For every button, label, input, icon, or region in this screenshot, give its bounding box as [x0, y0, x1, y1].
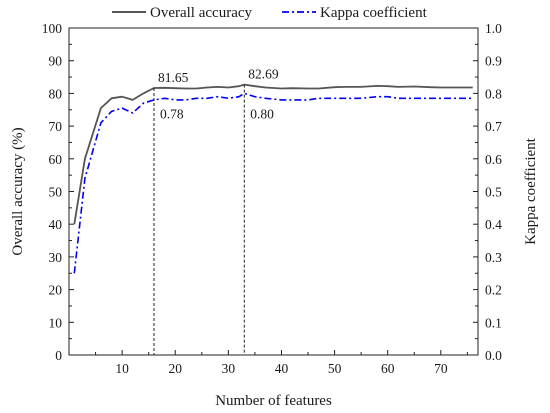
overall-accuracy-line — [73, 83, 473, 225]
left-y-tick-label: 90 — [49, 54, 63, 69]
accuracy-annotation: 81.65 — [158, 70, 189, 85]
right-y-tick-label: 1.0 — [485, 21, 502, 36]
series-layer — [73, 83, 473, 274]
left-y-tick-label: 20 — [49, 283, 63, 298]
legend-label-kappa-coefficient: Kappa coefficient — [320, 5, 428, 21]
right-y-tick-label: 0.7 — [485, 119, 502, 134]
right-y-axis-title: Kappa coefficient — [523, 137, 539, 245]
x-tick-label: 60 — [381, 361, 395, 376]
marker-layer: 81.65 0.78 82.69 0.80 — [153, 67, 279, 355]
left-y-tick-label: 50 — [49, 185, 63, 200]
x-tick-label: 30 — [222, 361, 236, 376]
left-y-tick-label: 40 — [49, 217, 63, 232]
legend-label-overall-accuracy: Overall accuracy — [150, 5, 253, 21]
right-y-tick-label: 0.8 — [485, 86, 502, 101]
x-tick-label: 10 — [115, 361, 129, 376]
right-y-tick-label: 0.0 — [485, 348, 502, 363]
right-y-tick-label: 0.1 — [485, 315, 502, 330]
legend: Overall accuracy Kappa coefficient — [112, 5, 428, 21]
x-axis-title: Number of features — [215, 393, 332, 409]
accuracy-annotation: 82.69 — [248, 67, 279, 82]
right-y-tick-label: 0.9 — [485, 54, 502, 69]
right-y-tick-label: 0.6 — [485, 152, 502, 167]
x-tick-label: 70 — [434, 361, 448, 376]
right-y-tick-label: 0.2 — [485, 283, 502, 298]
x-tick-label: 40 — [275, 361, 289, 376]
kappa-annotation: 0.78 — [160, 106, 184, 121]
kappa-annotation: 0.80 — [250, 106, 274, 121]
left-y-tick-label: 80 — [49, 86, 63, 101]
right-y-tick-label: 0.3 — [485, 250, 502, 265]
x-axis: 10 20 30 40 50 60 70 — [95, 350, 468, 376]
right-y-tick-label: 0.4 — [485, 217, 502, 232]
right-y-axis: 0.0 0.1 0.2 0.3 0.4 0.5 0.6 0.7 0.8 0.9 1.0 — [473, 21, 502, 363]
left-y-axis: 0 10 20 30 40 50 60 70 80 90 100 — [42, 21, 74, 363]
kappa-coefficient-line — [73, 92, 473, 274]
left-y-axis-title: Overall accuracy (%) — [10, 127, 26, 255]
x-tick-label: 20 — [168, 361, 182, 376]
left-y-tick-label: 0 — [55, 348, 62, 363]
left-y-tick-label: 10 — [49, 315, 63, 330]
left-y-tick-label: 100 — [42, 21, 63, 36]
left-y-tick-label: 30 — [49, 250, 63, 265]
left-y-tick-label: 70 — [49, 119, 63, 134]
x-tick-label: 50 — [328, 361, 342, 376]
left-y-tick-label: 60 — [49, 152, 63, 167]
right-y-tick-label: 0.5 — [485, 185, 502, 200]
